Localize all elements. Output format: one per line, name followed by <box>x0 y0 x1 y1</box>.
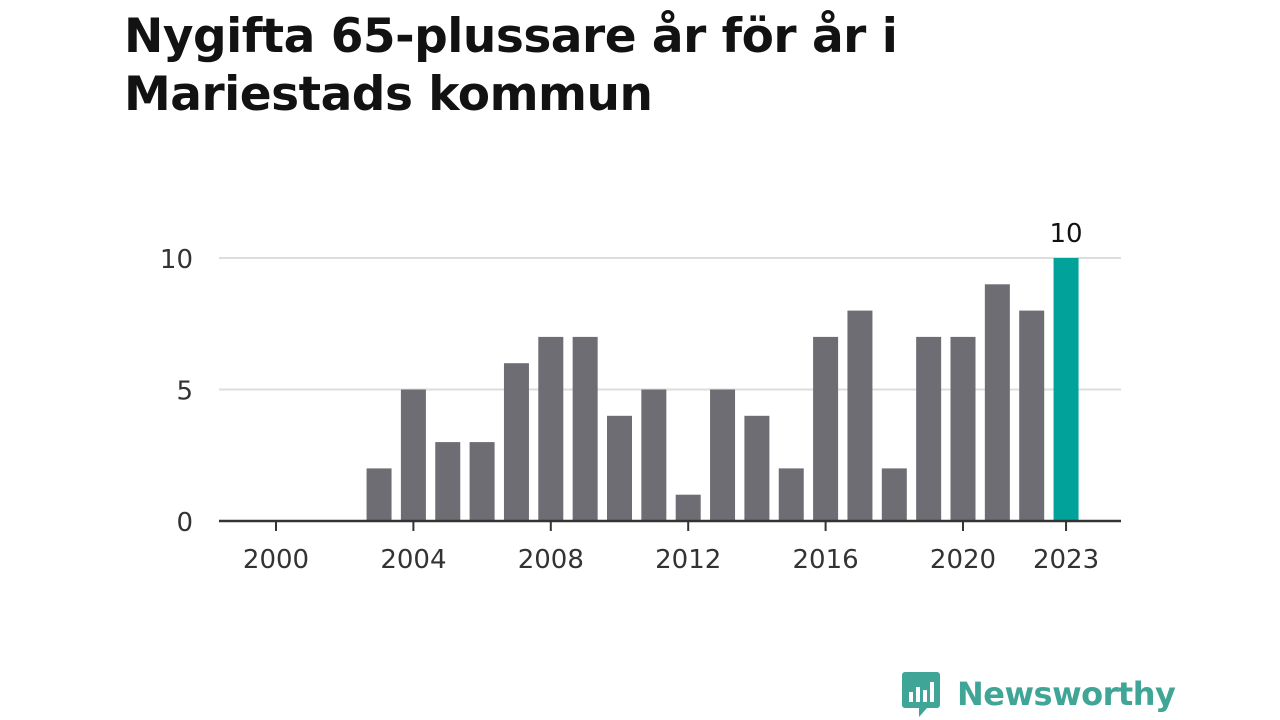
bar <box>916 336 942 521</box>
bar <box>744 415 770 521</box>
bar <box>538 336 564 521</box>
x-tick-label: 2020 <box>930 545 996 575</box>
axes <box>219 519 1121 531</box>
bar <box>710 389 736 521</box>
bar <box>572 336 598 521</box>
bar <box>984 284 1010 521</box>
bar <box>950 336 976 521</box>
bar-highlight <box>1053 258 1079 521</box>
chart-title: Nygifta 65-plussare år för år i Mariesta… <box>124 9 898 122</box>
y-tick-label: 0 <box>176 508 193 538</box>
x-tick-label: 2000 <box>243 545 309 575</box>
bar <box>503 363 529 521</box>
bar <box>675 494 701 521</box>
newsworthy-brand: Newsworthy <box>901 670 1176 718</box>
x-tick-label: 2016 <box>793 545 859 575</box>
bar <box>847 310 873 521</box>
bar <box>435 442 461 521</box>
bar <box>641 389 667 521</box>
bar <box>607 415 632 521</box>
x-tick-label: 2004 <box>380 545 446 575</box>
bar <box>366 468 392 521</box>
bar <box>469 442 495 521</box>
brand-name: Newsworthy <box>957 675 1176 713</box>
data-label: 10 <box>1050 219 1083 249</box>
x-tick-label: 2023 <box>1033 545 1099 575</box>
bar <box>778 468 804 521</box>
bar-chart: 0 5 10 10 2000 2004 2008 2012 2016 2020 2023 <box>160 219 1121 575</box>
newsworthy-logo-icon <box>902 672 940 717</box>
bar <box>881 468 907 521</box>
y-tick-label: 10 <box>160 245 193 275</box>
bar <box>400 389 426 521</box>
x-tick-label: 2008 <box>518 545 584 575</box>
bar <box>813 336 839 521</box>
x-tick-label: 2012 <box>655 545 721 575</box>
bars <box>366 258 1079 521</box>
bar <box>1019 310 1045 521</box>
y-tick-label: 5 <box>176 377 193 407</box>
labels: 0 5 10 10 2000 2004 2008 2012 2016 2020 2023 <box>160 219 1099 575</box>
